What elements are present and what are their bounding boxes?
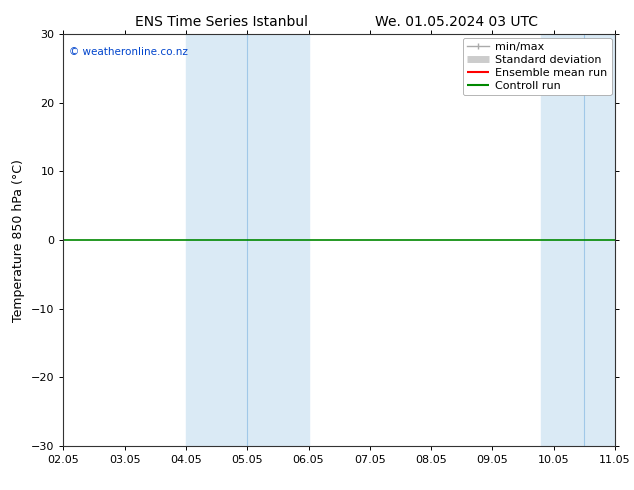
Bar	[247, 34, 309, 446]
Text: © weatheronline.co.nz: © weatheronline.co.nz	[69, 47, 188, 57]
Legend: min/max, Standard deviation, Ensemble mean run, Controll run: min/max, Standard deviation, Ensemble me…	[463, 38, 612, 95]
Text: ENS Time Series Istanbul: ENS Time Series Istanbul	[136, 15, 308, 29]
Bar	[585, 34, 615, 446]
Y-axis label: Temperature 850 hPa (°C): Temperature 850 hPa (°C)	[12, 159, 25, 321]
Bar	[186, 34, 247, 446]
Bar	[541, 34, 585, 446]
Text: We. 01.05.2024 03 UTC: We. 01.05.2024 03 UTC	[375, 15, 538, 29]
